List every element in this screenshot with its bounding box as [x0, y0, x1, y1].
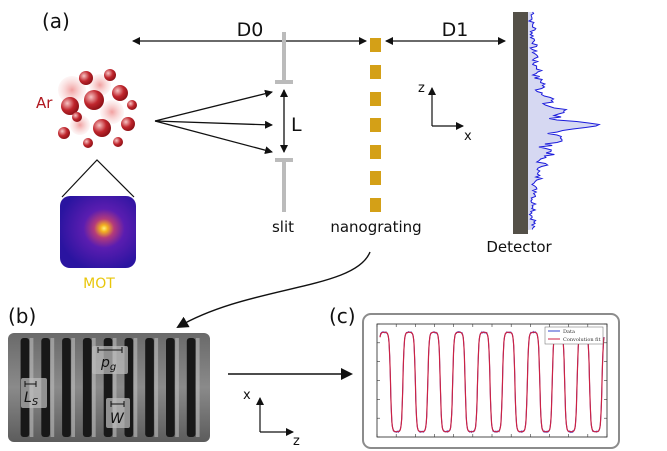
panel-label-c: (c) [329, 304, 356, 328]
axis-x-label: x [464, 129, 472, 144]
micrograph-bar [62, 338, 71, 437]
axis-z-label-b: z [293, 434, 300, 449]
micrograph-highlight [50, 338, 55, 437]
axis-x-label-b: x [243, 388, 251, 403]
micrograph-highlight [112, 338, 117, 437]
series-fit-line [379, 331, 605, 433]
ray-upper [154, 89, 273, 122]
micrograph-highlight [71, 338, 75, 437]
micrograph-highlight [133, 338, 138, 437]
nanograting-label: nanograting [330, 218, 421, 236]
nanograting [370, 38, 381, 212]
micrograph-bar [166, 338, 175, 437]
d1-label: D1 [442, 19, 469, 41]
w-annotation [106, 398, 130, 428]
ls-annotation [21, 378, 47, 408]
zoom-arrow-to-micrograph [176, 251, 371, 329]
micrograph-highlight [154, 338, 159, 437]
micrograph-bar [82, 338, 92, 437]
detector-label: Detector [486, 238, 552, 256]
mot-image [60, 196, 136, 268]
d0-label: D0 [237, 19, 264, 41]
micrograph-bar [145, 338, 154, 437]
micrograph-highlight [92, 338, 96, 437]
panel-label-a: (a) [42, 9, 70, 33]
axes-xz [256, 397, 294, 436]
micrograph-highlight [175, 338, 179, 437]
axes-zx [428, 87, 464, 130]
slit-width-label: L [291, 114, 302, 136]
argon-atom-cloud [58, 69, 137, 148]
legend-entry-data: Data [563, 329, 575, 335]
slit-label: slit [272, 218, 294, 236]
micrograph-bar [186, 338, 196, 437]
detector-plate [513, 12, 528, 234]
axis-z-label: z [418, 81, 425, 96]
detector-signal-trace [527, 11, 601, 230]
slit [275, 32, 293, 212]
pg-annotation [92, 346, 128, 374]
ls-label: LS [24, 390, 39, 408]
ray-lower [154, 120, 273, 155]
micrograph-highlight [195, 338, 200, 437]
panel-label-b: (b) [8, 304, 36, 328]
legend-entry-fit: Convolution fit [563, 337, 600, 343]
mot-label: MOT [83, 276, 115, 292]
profile-ticks [376, 323, 608, 438]
mot-zoom-lines [61, 159, 135, 198]
argon-label: Ar [36, 94, 53, 112]
w-label: W [110, 411, 125, 427]
ray-middle [154, 120, 273, 129]
pg-label: pg [100, 355, 116, 373]
profile-legend: Data Convolution fit [544, 326, 604, 345]
